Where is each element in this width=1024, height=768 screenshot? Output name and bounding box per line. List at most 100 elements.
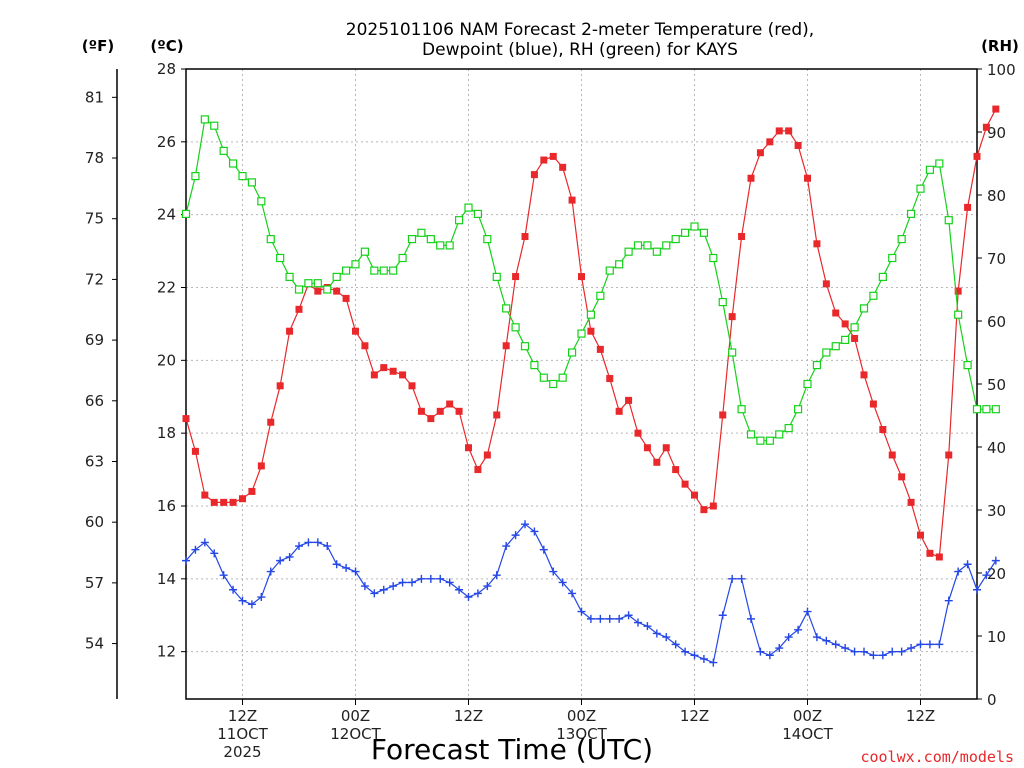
temperature-point	[502, 342, 510, 350]
dewpoint-point	[502, 542, 511, 551]
dewpoint-point	[210, 549, 219, 558]
rh-unit-label: (RH)	[981, 37, 1019, 55]
dewpoint-point	[530, 527, 539, 536]
rh-point	[238, 172, 247, 181]
rh-tick-label: 10	[987, 628, 1006, 646]
rh-point	[586, 310, 596, 319]
dewpoint-point	[671, 640, 680, 649]
rh-point	[567, 348, 577, 357]
temperature-point	[982, 123, 990, 131]
temperature-point	[380, 364, 388, 372]
rh-point	[991, 405, 1000, 414]
dewpoint-point	[831, 640, 840, 649]
rh-tick-label: 30	[987, 502, 1006, 520]
dewpoint-point	[229, 585, 238, 594]
rh-point	[454, 216, 464, 225]
rh-point	[473, 209, 483, 218]
time-tick-label: 13OCT	[556, 725, 607, 743]
rh-point	[436, 241, 445, 250]
chart-title: 2025101106 NAM Forecast 2-meter Temperat…	[346, 20, 814, 60]
dewpoint-point	[200, 538, 209, 547]
rh-point	[699, 228, 709, 237]
temperature-point	[709, 502, 717, 510]
celsius-tick-label: 28	[157, 60, 176, 78]
dewpoint-point	[728, 574, 737, 583]
temperature-point	[314, 287, 322, 295]
dewpoint-point	[332, 560, 341, 569]
rh-point	[210, 121, 219, 130]
dewpoint-point	[521, 520, 529, 529]
temperature-point	[521, 233, 529, 241]
temperature-point	[399, 371, 407, 379]
temperature-point	[436, 407, 444, 415]
temperature-point	[568, 196, 576, 204]
rh-point	[341, 266, 351, 275]
dewpoint-point	[822, 636, 831, 645]
dewpoint-point	[379, 585, 388, 594]
temperature-point	[822, 280, 830, 288]
rh-point	[935, 159, 944, 168]
temperature-point	[229, 498, 237, 506]
dewpoint-point	[973, 585, 981, 594]
fahrenheit-tick-label: 63	[85, 452, 104, 470]
rh-point	[351, 260, 360, 269]
dewpoint-point	[492, 571, 501, 580]
rh-point	[963, 361, 972, 370]
rh-point	[690, 222, 699, 231]
dewpoint-series	[182, 520, 1000, 667]
dewpoint-point	[643, 622, 652, 631]
temperature-point	[446, 400, 454, 408]
dewpoint-point	[897, 647, 906, 656]
dewpoint-point	[634, 618, 642, 627]
rh-point	[944, 216, 953, 225]
temperature-point	[239, 495, 246, 503]
dewpoint-point	[794, 625, 803, 634]
rh-tick-label: 90	[987, 124, 1006, 142]
temperature-point	[606, 375, 614, 383]
temperature-point	[813, 240, 821, 248]
temperature-point	[267, 418, 275, 426]
dewpoint-point	[408, 578, 416, 587]
time-tick-label: 12Z	[228, 707, 257, 725]
dewpoint-point	[304, 538, 313, 547]
temperature-point	[672, 466, 680, 474]
fahrenheit-tick-label: 81	[85, 88, 104, 106]
temperature-point	[728, 313, 736, 321]
rh-point	[191, 172, 200, 181]
celsius-tick-label: 20	[157, 351, 176, 369]
temperature-point	[681, 480, 689, 488]
rh-axis: 0 10 20 30 40 50 60 70 80 90 100	[977, 61, 1016, 709]
temperature-point	[248, 487, 256, 495]
rh-point	[878, 272, 887, 281]
fahrenheit-tick-label: 57	[85, 574, 104, 592]
rh-point	[737, 405, 746, 414]
temperature-point	[634, 429, 642, 437]
rh-point	[906, 209, 916, 218]
dewpoint-point	[784, 633, 793, 642]
rh-point	[746, 430, 756, 439]
temperature-point	[333, 287, 341, 295]
rh-tick-label: 20	[987, 565, 1006, 583]
temperature-point	[596, 345, 604, 353]
dewpoint-point	[511, 531, 520, 540]
temperature-point	[973, 152, 981, 160]
dewpoint-point	[342, 563, 351, 572]
temperature-point	[427, 415, 435, 423]
dewpoint-point	[916, 640, 925, 649]
dewpoint-point	[464, 593, 473, 602]
dewpoint-point	[549, 567, 558, 576]
dewpoint-point	[765, 651, 774, 660]
rh-point	[539, 373, 548, 382]
celsius-tick-label: 18	[157, 424, 176, 442]
rh-point	[285, 272, 294, 281]
dewpoint-point	[426, 574, 435, 583]
rh-point	[643, 241, 652, 250]
rh-point	[624, 247, 633, 256]
dewpoint-point	[935, 640, 944, 649]
rh-point	[247, 178, 257, 187]
temperature-point	[295, 305, 303, 313]
dewpoint-point	[615, 614, 624, 623]
rh-tick-label: 70	[987, 250, 1006, 268]
celsius-tick-label: 16	[157, 497, 176, 515]
temperature-point	[756, 149, 764, 157]
